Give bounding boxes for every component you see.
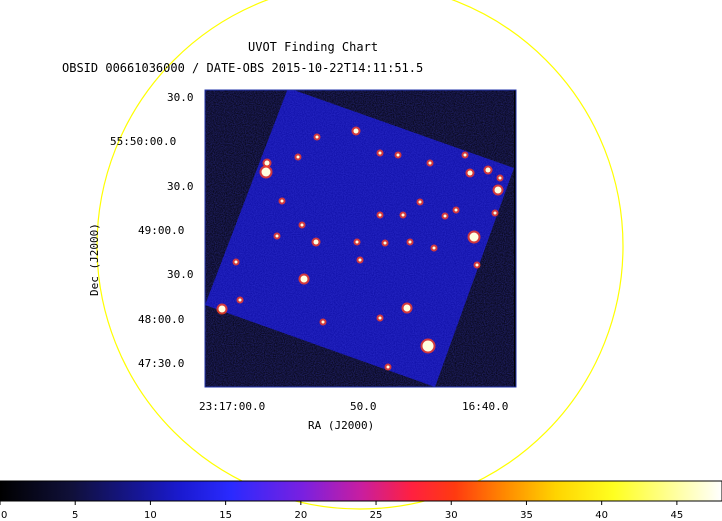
uvot-fov-circle: [96, 0, 624, 510]
star: [238, 298, 242, 302]
image-frame: [204, 89, 517, 388]
colorbar-tick-label: 20: [294, 510, 307, 521]
star: [386, 365, 390, 369]
star: [396, 153, 400, 157]
colorbar-tick-label: 45: [671, 510, 684, 521]
star: [498, 176, 502, 180]
star: [493, 211, 497, 215]
dec-tick-label: 47:30.0: [138, 357, 185, 370]
x-axis-label: RA (J2000): [308, 419, 375, 432]
star: [296, 155, 300, 159]
star: [469, 232, 479, 242]
star: [300, 223, 304, 227]
star: [378, 151, 382, 155]
ra-tick-label: 23:17:00.0: [199, 400, 266, 413]
star: [353, 128, 359, 134]
star: [358, 258, 362, 262]
star: [218, 305, 226, 313]
star: [403, 304, 411, 312]
colorbar-tick-label: 25: [370, 510, 383, 521]
ra-tick-label: 50.0: [350, 400, 377, 413]
star: [494, 186, 502, 194]
star: [261, 167, 271, 177]
colorbar: [0, 480, 722, 502]
colorbar-tick-label: 40: [595, 510, 608, 521]
star: [300, 275, 308, 283]
star: [234, 260, 238, 264]
dec-tick-label: 49:00.0: [138, 224, 185, 237]
sky-image: [205, 90, 516, 387]
star: [275, 234, 279, 238]
star: [264, 160, 270, 166]
star: [443, 214, 447, 218]
star: [408, 240, 412, 244]
dec-tick-label: 48:00.0: [138, 313, 185, 326]
star: [475, 263, 479, 267]
colorbar-tick-label: 0: [1, 510, 7, 521]
star: [355, 240, 359, 244]
colorbar-tick-label: 35: [520, 510, 533, 521]
star: [422, 340, 434, 352]
chart-title: UVOT Finding Chart: [248, 40, 379, 54]
colorbar-tick-label: 30: [445, 510, 458, 521]
chart-subtitle: OBSID 00661036000 / DATE-OBS 2015-10-22T…: [62, 61, 424, 75]
star: [485, 167, 491, 173]
star: [378, 316, 382, 320]
star: [321, 320, 325, 324]
star: [432, 246, 436, 250]
star: [418, 200, 422, 204]
star: [378, 213, 382, 217]
star: [467, 170, 473, 176]
dec-tick-label: 30.0: [167, 268, 194, 281]
ra-tick-label: 16:40.0: [462, 400, 509, 413]
dec-tick-label: 55:50:00.0: [110, 135, 177, 148]
star: [454, 208, 458, 212]
dec-tick-label: 30.0: [167, 91, 194, 104]
star: [463, 153, 467, 157]
y-axis-label: Dec (J2000): [88, 223, 101, 296]
star: [428, 161, 432, 165]
colorbar-tick-label: 10: [144, 510, 157, 521]
star: [383, 241, 387, 245]
star: [315, 135, 319, 139]
star: [280, 199, 284, 203]
dec-tick-label: 30.0: [167, 180, 194, 193]
star: [313, 239, 319, 245]
colorbar-ticks: 0 5 10 15 20 25 30 35 40 45: [0, 501, 683, 521]
colorbar-tick-label: 15: [219, 510, 232, 521]
colorbar-tick-label: 5: [72, 510, 78, 521]
star: [401, 213, 405, 217]
